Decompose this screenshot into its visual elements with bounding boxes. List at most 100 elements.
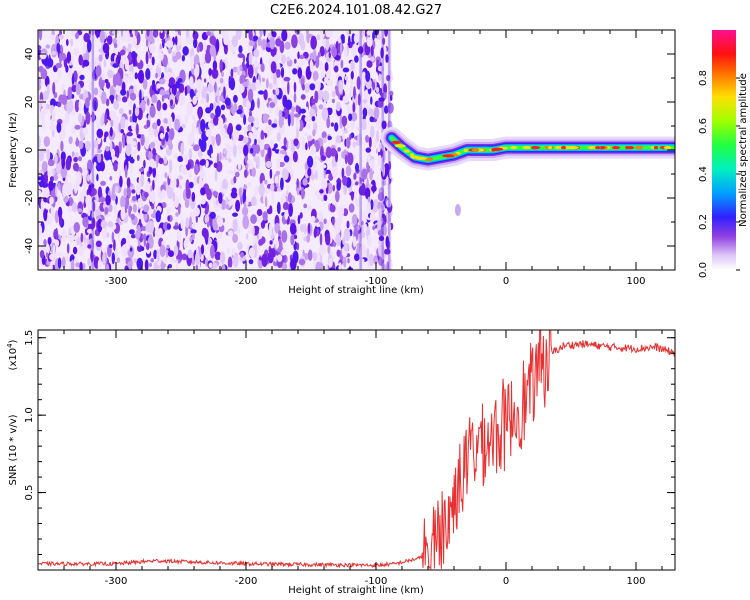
noise-speckle [100,180,106,186]
noise-speckle [134,106,140,117]
noise-speckle [232,218,238,232]
noise-speckle [275,240,280,249]
noise-speckle [45,252,49,258]
noise-speckle [350,191,354,201]
noise-speckle [316,223,321,228]
noise-speckle [233,94,238,103]
noise-speckle [50,98,56,107]
noise-speckle [367,196,371,203]
noise-speckle [156,231,159,244]
noise-speckle [73,156,78,163]
noise-speckle [355,162,359,172]
noise-speckle [182,46,189,56]
noise-speckle [134,30,138,38]
noise-speckle [282,167,289,181]
noise-speckle [312,129,316,137]
noise-speckle [368,253,375,266]
noise-speckle [357,93,361,106]
noise-speckle [311,98,316,104]
noise-speckle [238,83,245,94]
noise-speckle [129,30,132,35]
noise-speckle [101,246,107,254]
noise-speckle [189,88,195,99]
colorbar: 0.0 0.2 0.4 0.6 0.8 Normalized spectral ampl… [698,30,749,278]
noise-speckle [386,199,392,208]
noise-speckle [378,142,383,149]
noise-speckle [332,184,335,192]
snr-scale-prefix: (x10 [8,348,19,371]
noise-speckle [130,213,136,220]
noise-speckle [242,136,249,144]
noise-speckle [117,95,121,102]
noise-speckle [286,56,291,62]
noise-speckle [75,137,79,148]
noise-speckle [44,172,48,185]
noise-speckle [251,167,256,178]
noise-speckle [120,49,126,56]
noise-speckle [167,250,175,257]
noise-speckle [147,220,155,234]
noise-speckle [255,66,258,76]
noise-speckle [343,183,348,195]
noise-speckle [115,57,118,67]
noise-speckle [82,127,89,135]
noise-speckle [315,261,322,270]
noise-speckle [114,127,119,139]
noise-speckle [378,97,385,102]
noise-speckle [168,77,175,86]
noise-speckle [278,109,283,119]
noise-speckle [341,37,345,43]
noise-speckle [173,245,179,257]
noise-speckle [39,52,47,60]
noise-speckle [368,201,371,214]
noise-speckle [355,197,360,208]
noise-speckle [274,175,279,184]
colorbar-tick-label: 0.6 [698,118,709,134]
noise-speckle [218,117,224,130]
noise-speckle [86,237,90,245]
noise-speckle [337,205,345,218]
noise-speckle [210,153,214,158]
noise-speckle [136,154,140,161]
noise-speckle [200,187,206,196]
noise-speckle [270,183,275,192]
noise-speckle [366,248,370,259]
noise-speckle [287,114,291,127]
noise-speckle [83,168,88,176]
noise-speckle [116,257,120,264]
noise-speckle [370,199,374,211]
noise-speckle [57,102,62,108]
signal-hotspot [394,144,406,148]
noise-speckle [208,262,213,268]
noise-speckle [329,107,333,114]
noise-speckle [230,191,238,199]
noise-speckle [129,229,135,235]
noise-speckle [180,164,187,175]
noise-speckle [166,71,172,78]
noise-speckle [343,254,347,268]
noise-speckle [120,129,124,134]
noise-speckle [91,111,95,123]
noise-speckle [49,124,56,131]
noise-speckle [166,40,173,48]
noise-speckle [341,115,348,127]
noise-speckle [330,147,337,157]
noise-speckle [174,35,178,46]
noise-speckle [306,205,313,211]
noise-speckle [151,79,156,86]
noise-speckle [326,79,334,87]
noise-speckle [129,247,133,252]
noise-speckle [316,252,321,265]
noise-speckle [319,243,326,256]
noise-speckle [383,224,387,236]
noise-speckle [317,88,324,101]
noise-speckle [298,258,306,266]
noise-speckle [328,267,335,270]
noise-speckle [299,212,303,219]
noise-speckle [165,131,169,142]
signal-hotspot [653,146,659,150]
noise-speckle [60,140,64,152]
noise-speckle [292,68,298,75]
noise-speckle [49,196,54,205]
